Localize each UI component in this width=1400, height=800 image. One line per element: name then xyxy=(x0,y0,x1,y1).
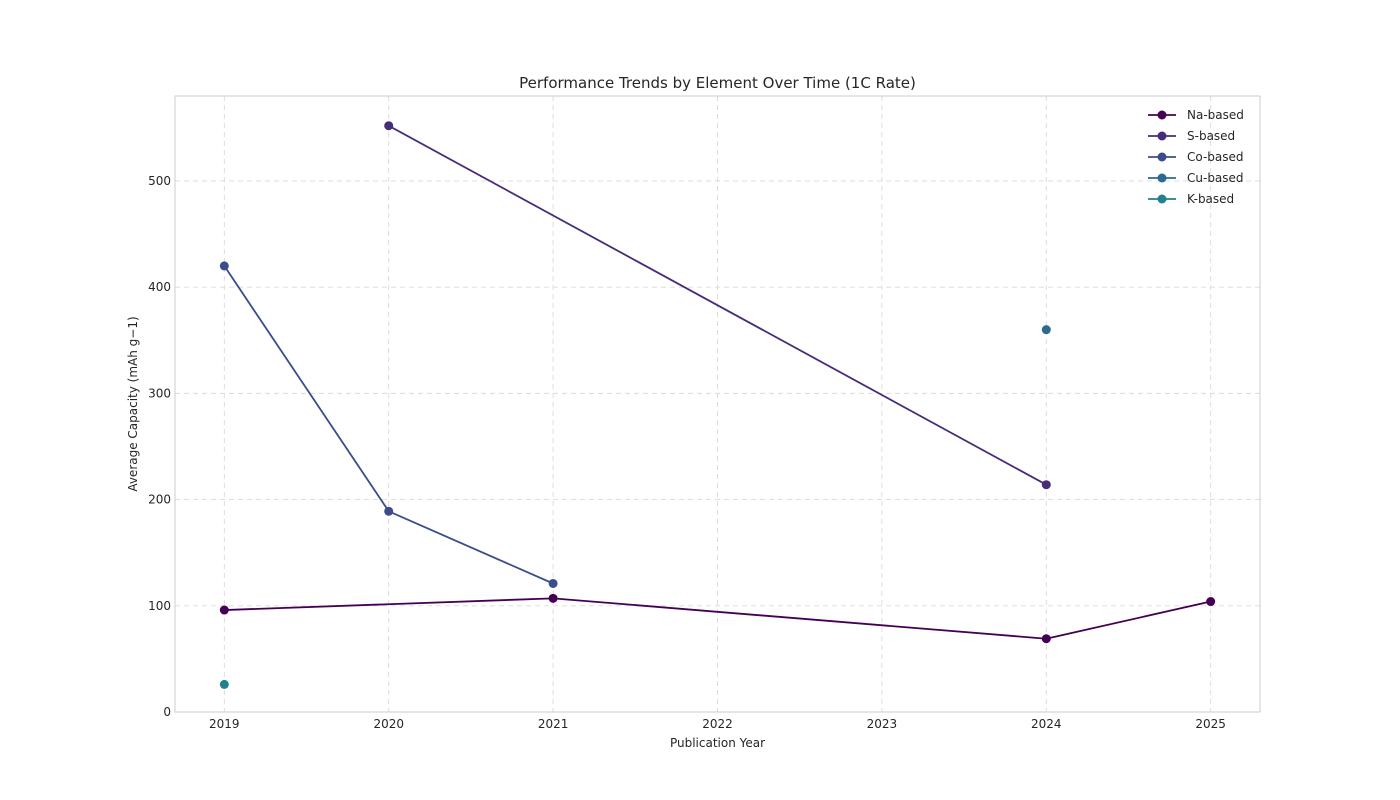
data-point-co-based xyxy=(548,578,558,588)
grid xyxy=(175,96,1260,713)
legend-marker-k-based xyxy=(1157,194,1167,204)
x-tick-label: 2022 xyxy=(702,717,733,731)
legend-item-s-based: S-based xyxy=(1148,129,1235,143)
y-axis-label: Average Capacity (mAh g−1) xyxy=(126,316,140,491)
y-tick-label: 400 xyxy=(148,280,171,294)
x-tick-label: 2024 xyxy=(1031,717,1062,731)
legend-marker-na-based xyxy=(1157,110,1167,120)
legend-item-k-based: K-based xyxy=(1148,192,1234,206)
legend-item-co-based: Co-based xyxy=(1148,150,1244,164)
legend-item-cu-based: Cu-based xyxy=(1148,171,1244,185)
series-k-based xyxy=(219,679,229,689)
series-co-based xyxy=(219,261,558,588)
y-tick-label: 100 xyxy=(148,599,171,613)
data-point-cu-based xyxy=(1041,325,1051,335)
legend-label-k-based: K-based xyxy=(1187,192,1234,206)
x-tick-label: 2019 xyxy=(209,717,240,731)
data-point-k-based xyxy=(219,679,229,689)
legend-label-s-based: S-based xyxy=(1187,129,1235,143)
legend-label-co-based: Co-based xyxy=(1187,150,1244,164)
data-point-co-based xyxy=(219,261,229,271)
data-point-na-based xyxy=(548,593,558,603)
data-point-s-based xyxy=(1041,480,1051,490)
x-tick-label: 2020 xyxy=(373,717,404,731)
data-point-na-based xyxy=(1206,597,1216,607)
legend-item-na-based: Na-based xyxy=(1148,108,1244,122)
legend-marker-s-based xyxy=(1157,131,1167,141)
legend: Na-based S-based Co-based Cu-based K-based xyxy=(1148,108,1244,206)
series-line-na-based xyxy=(224,597,1211,640)
legend-label-cu-based: Cu-based xyxy=(1187,171,1244,185)
tick-labels: 2019 2020 2021 2022 2023 2024 2025 0 100 200 300 40… xyxy=(148,174,1226,731)
x-axis-label: Publication Year xyxy=(670,736,765,750)
data-point-co-based xyxy=(384,506,394,516)
x-tick-label: 2025 xyxy=(1195,717,1226,731)
y-tick-label: 0 xyxy=(163,705,171,719)
data-point-s-based xyxy=(384,121,394,131)
series-s-based xyxy=(384,121,1051,490)
chart-title: Performance Trends by Element Over Time … xyxy=(519,74,916,92)
legend-marker-cu-based xyxy=(1157,173,1167,183)
legend-marker-co-based xyxy=(1157,152,1167,162)
x-tick-label: 2023 xyxy=(867,717,898,731)
series-line-s-based xyxy=(388,124,1047,486)
plot-area-frame xyxy=(174,95,1261,713)
data-point-na-based xyxy=(1041,634,1051,644)
series-na-based xyxy=(219,593,1216,644)
data-point-na-based xyxy=(219,605,229,615)
series-layer xyxy=(219,121,1216,689)
y-tick-label: 500 xyxy=(148,174,171,188)
legend-label-na-based: Na-based xyxy=(1187,108,1244,122)
x-tick-label: 2021 xyxy=(538,717,569,731)
y-tick-label: 200 xyxy=(148,493,171,507)
series-cu-based xyxy=(1041,325,1051,335)
y-tick-label: 300 xyxy=(148,386,171,400)
